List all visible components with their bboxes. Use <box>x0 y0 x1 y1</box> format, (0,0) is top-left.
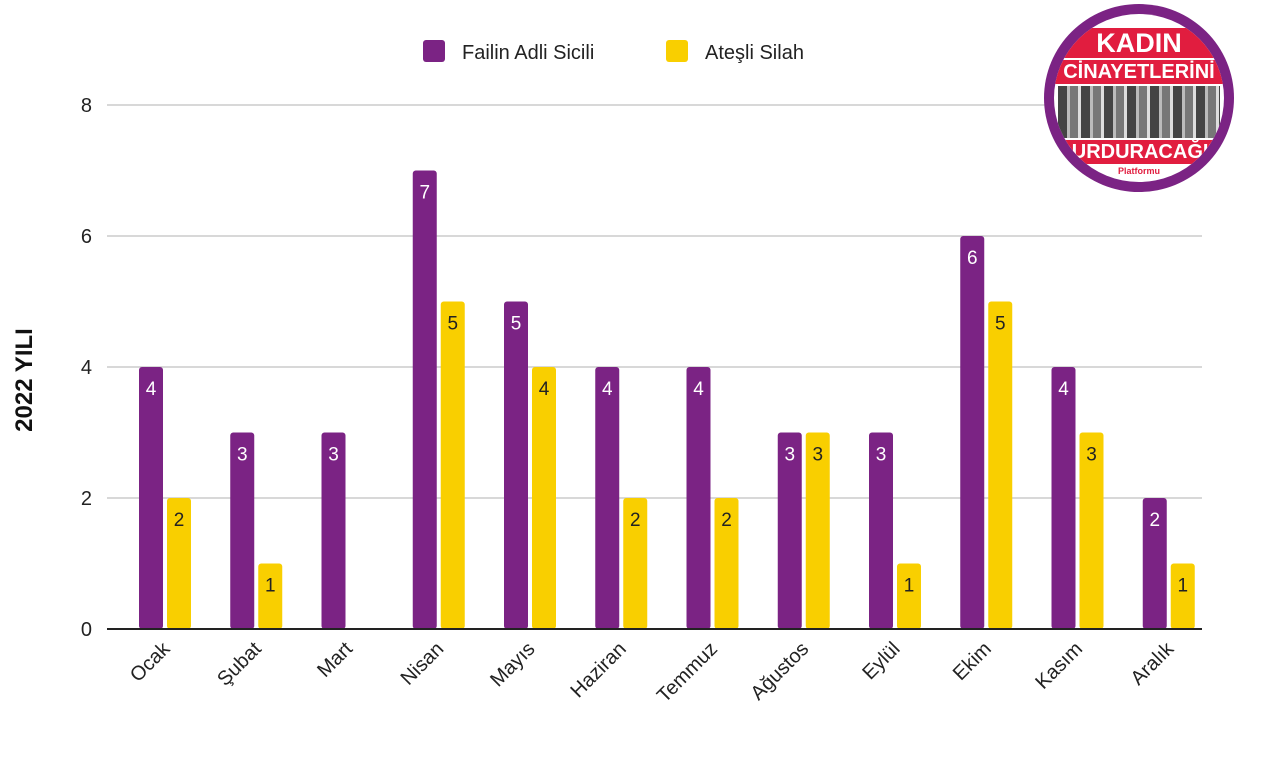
bar-atesli-silah-ekim <box>988 301 1013 629</box>
data-label-failin-adli-sicili-subat: 3 <box>237 445 248 466</box>
data-label-atesli-silah-ocak: 2 <box>174 510 185 531</box>
y-tick-label: 4 <box>81 357 92 379</box>
legend-swatch-failin-adli-sicili <box>423 40 445 62</box>
bar-failin-adli-sicili-nisan <box>412 170 437 629</box>
y-axis-label: 2022 YILI <box>11 328 38 432</box>
legend-label-atesli-silah: Ateşli Silah <box>705 42 804 64</box>
x-tick-label-agustos: Ağustos <box>747 638 814 705</box>
logo-text-durduracagiz: DURDURACAĞIZ <box>1054 140 1224 164</box>
bar-atesli-silah-kasim <box>1079 432 1104 629</box>
data-label-atesli-silah-ekim: 5 <box>995 314 1006 335</box>
logo-text-cinayetlerini: CİNAYETLERİNİ <box>1054 60 1224 84</box>
x-tick-label-subat: Şubat <box>213 638 266 691</box>
bar-failin-adli-sicili-ekim <box>960 236 985 629</box>
data-label-atesli-silah-agustos: 3 <box>812 445 823 466</box>
logo-faces-image <box>1058 86 1220 138</box>
y-axis-ticks: 0 2 4 6 8 <box>81 95 92 641</box>
data-label-failin-adli-sicili-ocak: 4 <box>146 379 157 400</box>
y-tick-label: 6 <box>81 226 92 248</box>
bar-failin-adli-sicili-temmuz <box>686 367 711 629</box>
bar-atesli-silah-nisan <box>440 301 465 629</box>
legend-swatch-atesli-silah <box>666 40 688 62</box>
data-label-failin-adli-sicili-nisan: 7 <box>419 183 430 204</box>
data-label-atesli-silah-aralik: 1 <box>1177 576 1188 597</box>
bar-atesli-silah-aralik <box>1170 563 1195 629</box>
x-tick-label-temmuz: Temmuz <box>653 638 722 707</box>
bar-failin-adli-sicili-aralik <box>1142 498 1167 629</box>
data-label-atesli-silah-eylul: 1 <box>904 576 915 597</box>
data-label-failin-adli-sicili-mart: 3 <box>328 445 339 466</box>
bar-failin-adli-sicili-mart <box>321 432 346 629</box>
x-tick-label-mayis: Mayıs <box>486 638 539 691</box>
legend-label-failin-adli-sicili: Failin Adli Sicili <box>462 42 594 64</box>
x-tick-label-mart: Mart <box>313 638 357 682</box>
data-label-failin-adli-sicili-eylul: 3 <box>876 445 887 466</box>
logo-inner: KADIN CİNAYETLERİNİ DURDURACAĞIZ Platfor… <box>1054 14 1224 182</box>
bar-atesli-silah-mayis <box>532 367 556 629</box>
y-tick-label: 2 <box>81 488 92 510</box>
data-label-failin-adli-sicili-kasim: 4 <box>1058 379 1069 400</box>
bar-atesli-silah-temmuz <box>714 498 739 629</box>
data-label-failin-adli-sicili-haziran: 4 <box>602 379 613 400</box>
y-tick-label: 0 <box>81 619 92 641</box>
x-tick-label-nisan: Nisan <box>397 638 449 690</box>
gridlines <box>107 104 1202 499</box>
platform-logo: KADIN CİNAYETLERİNİ DURDURACAĞIZ Platfor… <box>1044 4 1234 192</box>
x-axis-labels: Ocak Şubat Mart Nisan Mayıs Haziran Temmuz Ağus… <box>126 637 1179 707</box>
x-tick-label-aralik: Aralık <box>1127 637 1179 689</box>
bar-atesli-silah-ocak <box>167 498 191 629</box>
data-label-atesli-silah-kasim: 3 <box>1086 445 1097 466</box>
x-tick-label-ekim: Ekim <box>949 638 996 685</box>
bar-atesli-silah-agustos <box>805 432 830 629</box>
data-label-atesli-silah-mayis: 4 <box>539 379 550 400</box>
data-label-failin-adli-sicili-mayis: 5 <box>511 314 522 335</box>
data-label-atesli-silah-subat: 1 <box>265 576 276 597</box>
data-label-failin-adli-sicili-ekim: 6 <box>967 248 978 269</box>
bar-atesli-silah-eylul <box>897 563 921 629</box>
data-label-atesli-silah-temmuz: 2 <box>721 510 732 531</box>
data-label-atesli-silah-haziran: 2 <box>630 510 641 531</box>
bar-atesli-silah-haziran <box>623 498 648 629</box>
logo-text-kadin: KADIN <box>1054 28 1224 58</box>
data-label-failin-adli-sicili-temmuz: 4 <box>693 379 704 400</box>
bar-failin-adli-sicili-kasim <box>1051 367 1076 629</box>
logo-text-platformu: Platformu <box>1117 166 1160 176</box>
x-tick-label-ocak: Ocak <box>126 637 175 686</box>
bar-failin-adli-sicili-subat <box>230 432 255 629</box>
data-label-atesli-silah-nisan: 5 <box>447 314 458 335</box>
bar-failin-adli-sicili-agustos <box>777 432 802 629</box>
bar-failin-adli-sicili-eylul <box>869 432 893 629</box>
bar-failin-adli-sicili-haziran <box>595 367 620 629</box>
legend: Failin Adli Sicili Ateşli Silah <box>423 40 804 64</box>
bar-failin-adli-sicili-ocak <box>139 367 163 629</box>
data-label-failin-adli-sicili-agustos: 3 <box>784 445 795 466</box>
bar-failin-adli-sicili-mayis <box>504 301 528 629</box>
data-label-failin-adli-sicili-aralik: 2 <box>1149 510 1160 531</box>
x-tick-label-kasim: Kasım <box>1031 638 1087 694</box>
bar-atesli-silah-subat <box>258 563 283 629</box>
y-tick-label: 8 <box>81 95 92 117</box>
x-tick-label-eylul: Eylül <box>858 638 904 684</box>
x-tick-label-haziran: Haziran <box>566 638 630 702</box>
